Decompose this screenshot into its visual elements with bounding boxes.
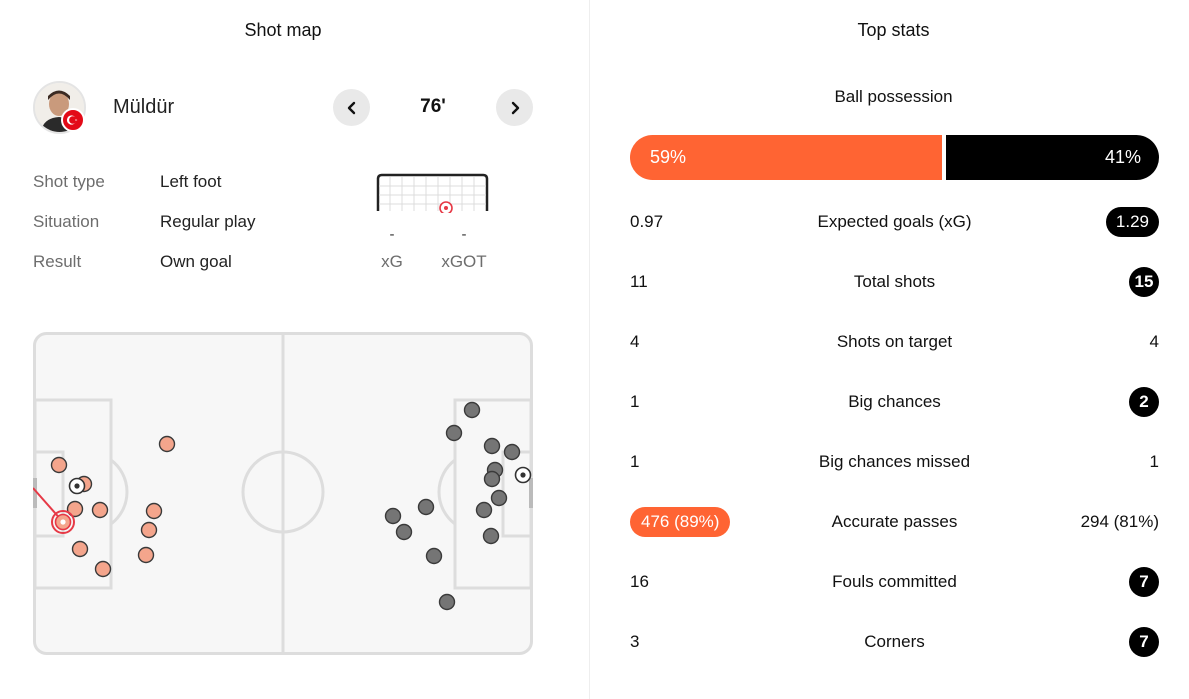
detail-label: Result xyxy=(33,252,82,271)
stat-away-value: 1 xyxy=(1149,452,1159,471)
stat-away-value: 4 xyxy=(1149,332,1159,351)
shot-minute: 76' xyxy=(420,96,446,117)
stat-label: Big chances missed xyxy=(818,452,971,471)
stat-label: Expected goals (xG) xyxy=(817,212,972,231)
stat-away-value: 1.29 xyxy=(1105,207,1159,237)
shot-map-title: Shot map xyxy=(244,20,322,40)
stat-away-value: 2 xyxy=(1129,387,1159,417)
possession-label: Ball possession xyxy=(834,87,953,106)
pitch-shot-map xyxy=(33,332,533,655)
detail-value: Left foot xyxy=(160,172,222,191)
player-name: Müldür xyxy=(113,96,175,118)
possession-bar: 59% 41% xyxy=(630,135,1159,180)
stat-away-value: 15 xyxy=(1129,267,1159,297)
detail-label: Shot type xyxy=(33,172,105,191)
stat-away-value: 7 xyxy=(1129,567,1159,597)
home-team-shots xyxy=(50,435,176,578)
stat-home-value: 1 xyxy=(630,392,640,411)
turkey-flag-icon xyxy=(61,108,85,132)
home-goal-ball-icon xyxy=(68,477,86,495)
possession-home: 59% xyxy=(630,135,943,180)
stat-label: Big chances xyxy=(848,392,941,411)
chevron-left-icon xyxy=(347,101,355,114)
possession-away: 41% xyxy=(946,135,1159,180)
xg-label: xG xyxy=(381,252,403,271)
xg-value: - xyxy=(389,226,395,243)
stat-home-value: 1 xyxy=(630,452,640,471)
goal-frame-graphic xyxy=(376,173,489,213)
xgot-value: - xyxy=(461,226,467,243)
chevron-right-icon xyxy=(511,101,519,114)
xgot-label: xGOT xyxy=(441,252,487,271)
stat-row: 3 Corners 7 xyxy=(630,625,1159,659)
stat-row: 4 Shots on target 4 xyxy=(630,325,1159,359)
detail-value: Own goal xyxy=(160,252,232,271)
stat-home-value: 476 (89%) xyxy=(630,507,731,537)
previous-shot-button[interactable] xyxy=(333,89,370,126)
stat-row: 476 (89%) Accurate passes 294 (81%) xyxy=(630,505,1159,539)
panel-divider xyxy=(589,0,590,699)
stat-label: Total shots xyxy=(853,272,936,291)
stat-away-value: 294 (81%) xyxy=(1080,512,1159,531)
next-shot-button[interactable] xyxy=(496,89,533,126)
stat-away-value: 7 xyxy=(1129,627,1159,657)
detail-label: Situation xyxy=(33,212,100,231)
stat-home-value: 3 xyxy=(630,632,640,651)
stat-home-value: 4 xyxy=(630,332,640,351)
selected-shot-marker[interactable] xyxy=(51,510,75,534)
stat-home-value: 11 xyxy=(630,272,648,291)
stat-row: 16 Fouls committed 7 xyxy=(630,565,1159,599)
stat-row: 0.97 Expected goals (xG) 1.29 xyxy=(630,205,1159,239)
ball-in-goal-icon xyxy=(439,201,453,213)
stat-row: 1 Big chances missed 1 xyxy=(630,445,1159,479)
stat-home-value: 0.97 xyxy=(630,212,664,231)
top-stats-title: Top stats xyxy=(857,20,930,40)
detail-value: Regular play xyxy=(160,212,256,231)
stat-home-value: 16 xyxy=(630,572,649,591)
stat-row: 1 Big chances 2 xyxy=(630,385,1159,419)
stat-label: Corners xyxy=(864,632,925,651)
stat-row: 11 Total shots 15 xyxy=(630,265,1159,299)
stat-label: Fouls committed xyxy=(832,572,957,591)
stat-label: Shots on target xyxy=(836,332,953,351)
away-goal-ball-icon xyxy=(514,466,532,484)
shot-map-panel: Shot map Müldür 76' Shot type Left foot … xyxy=(0,0,589,699)
top-stats-panel: Top stats Ball possession 59% 41% 0.97 Ex… xyxy=(590,0,1189,699)
away-team-shots xyxy=(384,401,521,611)
